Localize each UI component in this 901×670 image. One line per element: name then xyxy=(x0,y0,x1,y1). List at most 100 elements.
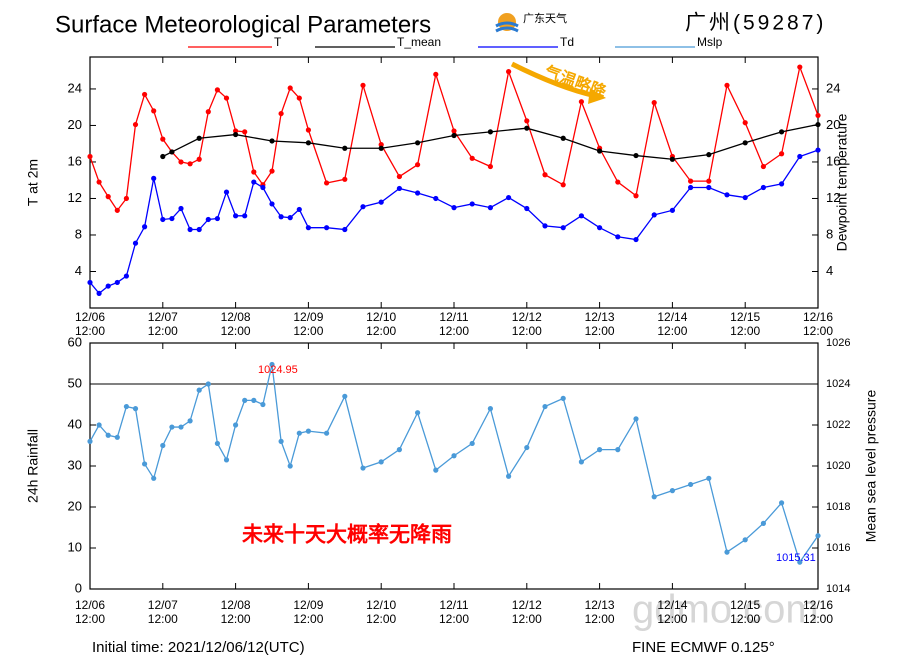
data-point xyxy=(233,213,239,219)
data-point xyxy=(779,151,785,157)
data-point xyxy=(415,140,421,146)
data-point xyxy=(688,178,694,184)
data-point xyxy=(242,129,248,135)
data-point xyxy=(542,172,548,178)
data-point xyxy=(451,205,457,211)
data-point xyxy=(378,459,384,465)
y-tick-label: 10 xyxy=(68,539,82,554)
data-point xyxy=(360,465,366,471)
data-point xyxy=(132,240,139,246)
data-point xyxy=(578,99,585,105)
data-point xyxy=(615,447,621,453)
y-tick-label: 40 xyxy=(68,416,82,431)
data-point xyxy=(278,110,284,117)
data-point xyxy=(487,163,493,170)
y2-tick-label: 1022 xyxy=(826,419,850,431)
data-point xyxy=(205,381,211,387)
logo-wave xyxy=(495,21,519,33)
data-point xyxy=(360,82,366,88)
data-point xyxy=(724,82,730,88)
data-point xyxy=(542,223,548,229)
data-point xyxy=(142,224,148,230)
y2-tick-label: 20 xyxy=(826,117,840,132)
data-point xyxy=(260,401,266,408)
x-tick-label: 12/10 12:00 xyxy=(366,598,397,626)
x-tick-label: 12/15 12:00 xyxy=(730,310,761,338)
data-point xyxy=(251,169,257,175)
data-point xyxy=(278,214,284,220)
data-point xyxy=(779,500,785,506)
footer-left: Initial time: 2021/12/06/12(UTC) xyxy=(92,639,305,656)
data-point xyxy=(233,131,239,138)
data-point xyxy=(287,85,293,91)
data-point xyxy=(160,442,166,449)
data-point xyxy=(269,138,275,144)
data-point xyxy=(415,162,421,168)
x-tick-label: 12/11 12:00 xyxy=(438,310,470,338)
data-point xyxy=(305,127,311,133)
data-point xyxy=(506,473,512,479)
y2-tick-label: 4 xyxy=(826,263,833,278)
data-point xyxy=(378,199,384,205)
y2-tick-label: 12 xyxy=(826,190,840,205)
x-tick-label: 12/14 12:00 xyxy=(657,598,688,626)
data-point xyxy=(123,195,129,202)
data-point xyxy=(433,71,439,77)
data-point xyxy=(123,403,129,410)
x-tick-label: 12/09 12:00 xyxy=(293,598,324,626)
trend-arrow xyxy=(510,61,597,99)
series-line xyxy=(89,364,819,564)
footer-right: FINE ECMWF 0.125° xyxy=(632,639,775,656)
y-tick-label: 8 xyxy=(75,226,82,241)
data-point xyxy=(815,121,821,128)
legend-label: T_mean xyxy=(397,35,441,49)
data-point xyxy=(342,226,348,233)
data-point xyxy=(87,438,93,444)
data-point xyxy=(233,422,239,428)
data-point xyxy=(296,430,302,436)
data-point xyxy=(151,475,157,481)
data-point xyxy=(524,118,530,124)
data-point xyxy=(105,432,111,438)
data-point xyxy=(760,163,767,170)
x-tick-label: 12/16 12:00 xyxy=(802,598,834,626)
x-tick-label: 12/06 12:00 xyxy=(74,598,106,626)
data-point xyxy=(633,416,639,422)
y2-tick-label: 16 xyxy=(826,153,840,168)
data-point xyxy=(287,463,293,469)
data-point xyxy=(487,129,493,135)
annotation: 未来十天大概率无降雨 xyxy=(242,523,452,547)
data-point xyxy=(742,120,748,126)
data-point xyxy=(87,279,93,286)
y-tick-label: 60 xyxy=(68,334,82,349)
watermark: gdmo.com xyxy=(632,588,819,632)
data-point xyxy=(205,216,211,223)
data-point xyxy=(597,148,603,154)
station: 广州(59287) xyxy=(685,12,826,35)
data-point xyxy=(396,447,402,453)
data-point xyxy=(560,395,566,401)
data-point xyxy=(524,125,530,131)
data-point xyxy=(223,189,230,195)
data-point xyxy=(524,205,530,212)
logo-text: 广东天气 xyxy=(523,11,567,25)
x-tick-label: 12/08 12:00 xyxy=(220,598,251,626)
x-tick-label: 12/14 12:00 xyxy=(657,310,688,338)
data-point xyxy=(742,194,748,201)
data-point xyxy=(724,192,730,198)
data-point xyxy=(214,215,220,222)
data-point xyxy=(142,461,148,467)
y2-tick-label: 1024 xyxy=(826,378,850,390)
data-point xyxy=(196,135,202,141)
data-point xyxy=(469,201,475,207)
data-point xyxy=(223,457,230,463)
data-point xyxy=(651,494,657,500)
data-point xyxy=(615,234,621,240)
data-point xyxy=(242,213,248,219)
data-point xyxy=(269,201,275,207)
y-tick-label: 4 xyxy=(75,263,82,278)
data-point xyxy=(114,434,120,440)
data-point xyxy=(615,179,621,185)
data-point xyxy=(251,397,257,403)
x-tick-label: 12/07 12:00 xyxy=(147,310,178,338)
